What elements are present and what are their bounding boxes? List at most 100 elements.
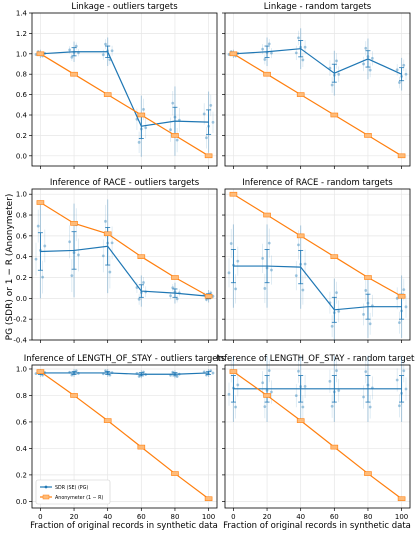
anonymeter-point [103, 418, 112, 423]
legend: SDR (SE) (PG) Anonymeter (1 − R) [35, 479, 111, 505]
sdr-scatter-point [303, 45, 307, 49]
chart-panel: Inference of RACE - outliers targets -0.4… [13, 178, 218, 345]
chart-panel: Inference of LENGTH_OF_STAY - random tar… [216, 354, 415, 521]
anonymeter-series-line [233, 53, 402, 157]
sdr-scatter-point [368, 68, 372, 72]
sdr-scatter-point [70, 274, 74, 278]
sdr-scatter-point [234, 405, 238, 409]
x-tick-label: 20 [70, 513, 79, 521]
sdr-scatter-point [70, 55, 74, 59]
sdr-scatter-point [397, 81, 401, 84]
anonymeter-point [229, 51, 238, 57]
y-tick-label: 0.8 [16, 71, 27, 79]
sdr-scatter-point [227, 271, 231, 275]
y-tick-label: 0.4 [16, 253, 28, 261]
sdr-scatter-point [362, 313, 365, 316]
sdr-scatter-point [270, 268, 273, 272]
anonymeter-point [137, 254, 146, 259]
anonymeter-point [137, 112, 146, 118]
anonymeter-point [204, 153, 213, 159]
sdr-scatter-point [144, 126, 148, 130]
y-tick-label: 0.2 [16, 132, 27, 140]
sdr-scatter-point [142, 108, 145, 111]
anonymeter-point [103, 92, 112, 97]
y-tick-label: 1.0 [16, 50, 27, 58]
anonymeter-point [364, 275, 372, 280]
sdr-scatter-point [169, 294, 172, 298]
x-axis-label-right: Fraction of original records in syntheti… [223, 521, 411, 531]
anonymeter-point [70, 393, 78, 398]
anonymeter-series-line [233, 371, 402, 500]
y-tick-label: 0.6 [16, 91, 28, 99]
legend-label-sdr: SDR (SE) (PG) [55, 485, 88, 491]
sdr-scatter-point [335, 59, 338, 63]
sdr-scatter-point [68, 240, 72, 244]
sdr-scatter-point [267, 369, 271, 373]
sdr-scatter-point [303, 262, 307, 266]
x-tick-label: 80 [363, 513, 372, 521]
sdr-scatter-point [236, 259, 240, 263]
chart-panel: Linkage - outliers targets 0.0 0.2 0.4 0.6 0.… [16, 2, 218, 169]
x-tick-label: 40 [103, 513, 112, 521]
anonymeter-point [70, 71, 78, 77]
sdr-scatter-point [330, 404, 334, 408]
sdr-scatter-point [362, 62, 365, 66]
sdr-scatter-point [77, 253, 80, 257]
anonymeter-point [229, 191, 238, 197]
chart-panel: Inference of LENGTH_OF_STAY - outliers t… [16, 354, 226, 521]
anonymeter-point [330, 444, 339, 450]
anonymeter-point [204, 293, 213, 299]
chart-title: Linkage - outliers targets [71, 2, 178, 12]
sdr-scatter-point [74, 44, 78, 48]
sdr-scatter-point [404, 305, 408, 309]
sdr-series-line [40, 372, 209, 375]
sdr-scatter-point [397, 404, 401, 408]
sdr-scatter-point [303, 385, 307, 388]
anonymeter-point [397, 293, 406, 299]
sdr-scatter-point [171, 101, 175, 105]
sdr-scatter-point [337, 389, 341, 392]
sdr-scatter-point [337, 309, 341, 313]
sdr-scatter-point [104, 219, 107, 223]
sdr-scatter-point [108, 270, 112, 274]
sdr-scatter-point [364, 370, 368, 374]
legend-box [35, 479, 111, 505]
y-tick-label: 0.4 [16, 112, 28, 120]
x-tick-label: 40 [296, 513, 305, 521]
sdr-scatter-point [227, 392, 231, 396]
sdr-scatter-point [36, 224, 40, 228]
sdr-series-line [40, 51, 209, 127]
y-tick-label: 0.8 [16, 212, 27, 220]
sdr-scatter-point [395, 378, 399, 382]
sdr-scatter-point [301, 58, 305, 62]
sdr-scatter-point [263, 58, 267, 61]
sdr-series-line [233, 265, 402, 311]
sdr-scatter-point [261, 47, 265, 51]
anonymeter-point [36, 369, 45, 374]
x-tick-label: 20 [263, 513, 272, 521]
chart-title: Inference of RACE - random targets [242, 178, 393, 188]
x-tick-label: 60 [330, 513, 339, 521]
sdr-scatter-point [41, 275, 45, 279]
sdr-scatter-point [234, 287, 238, 291]
sdr-scatter-point [209, 104, 213, 107]
sdr-scatter-point [101, 254, 105, 258]
y-tick-label: 0.6 [16, 232, 28, 240]
sdr-scatter-point [362, 395, 365, 399]
y-tick-label: 0.8 [16, 392, 27, 400]
sdr-scatter-point [267, 42, 271, 46]
y-tick-label: 1.0 [16, 365, 27, 373]
y-tick-label: -0.2 [13, 316, 27, 324]
anonymeter-point [397, 496, 406, 502]
sdr-scatter-point [211, 371, 215, 375]
x-tick-label: 100 [395, 513, 408, 521]
sdr-scatter-point [364, 289, 368, 292]
sdr-scatter-point [171, 286, 175, 290]
sdr-scatter-point [337, 72, 341, 76]
y-axis-label: PG (SDR) or 1 − R (Anonymeter) [5, 194, 15, 341]
sdr-scatter-point [294, 51, 298, 55]
y-tick-label: -0.4 [13, 337, 27, 345]
sdr-scatter-point [402, 63, 406, 67]
sdr-scatter-point [34, 257, 38, 261]
sdr-scatter-point [110, 241, 114, 245]
